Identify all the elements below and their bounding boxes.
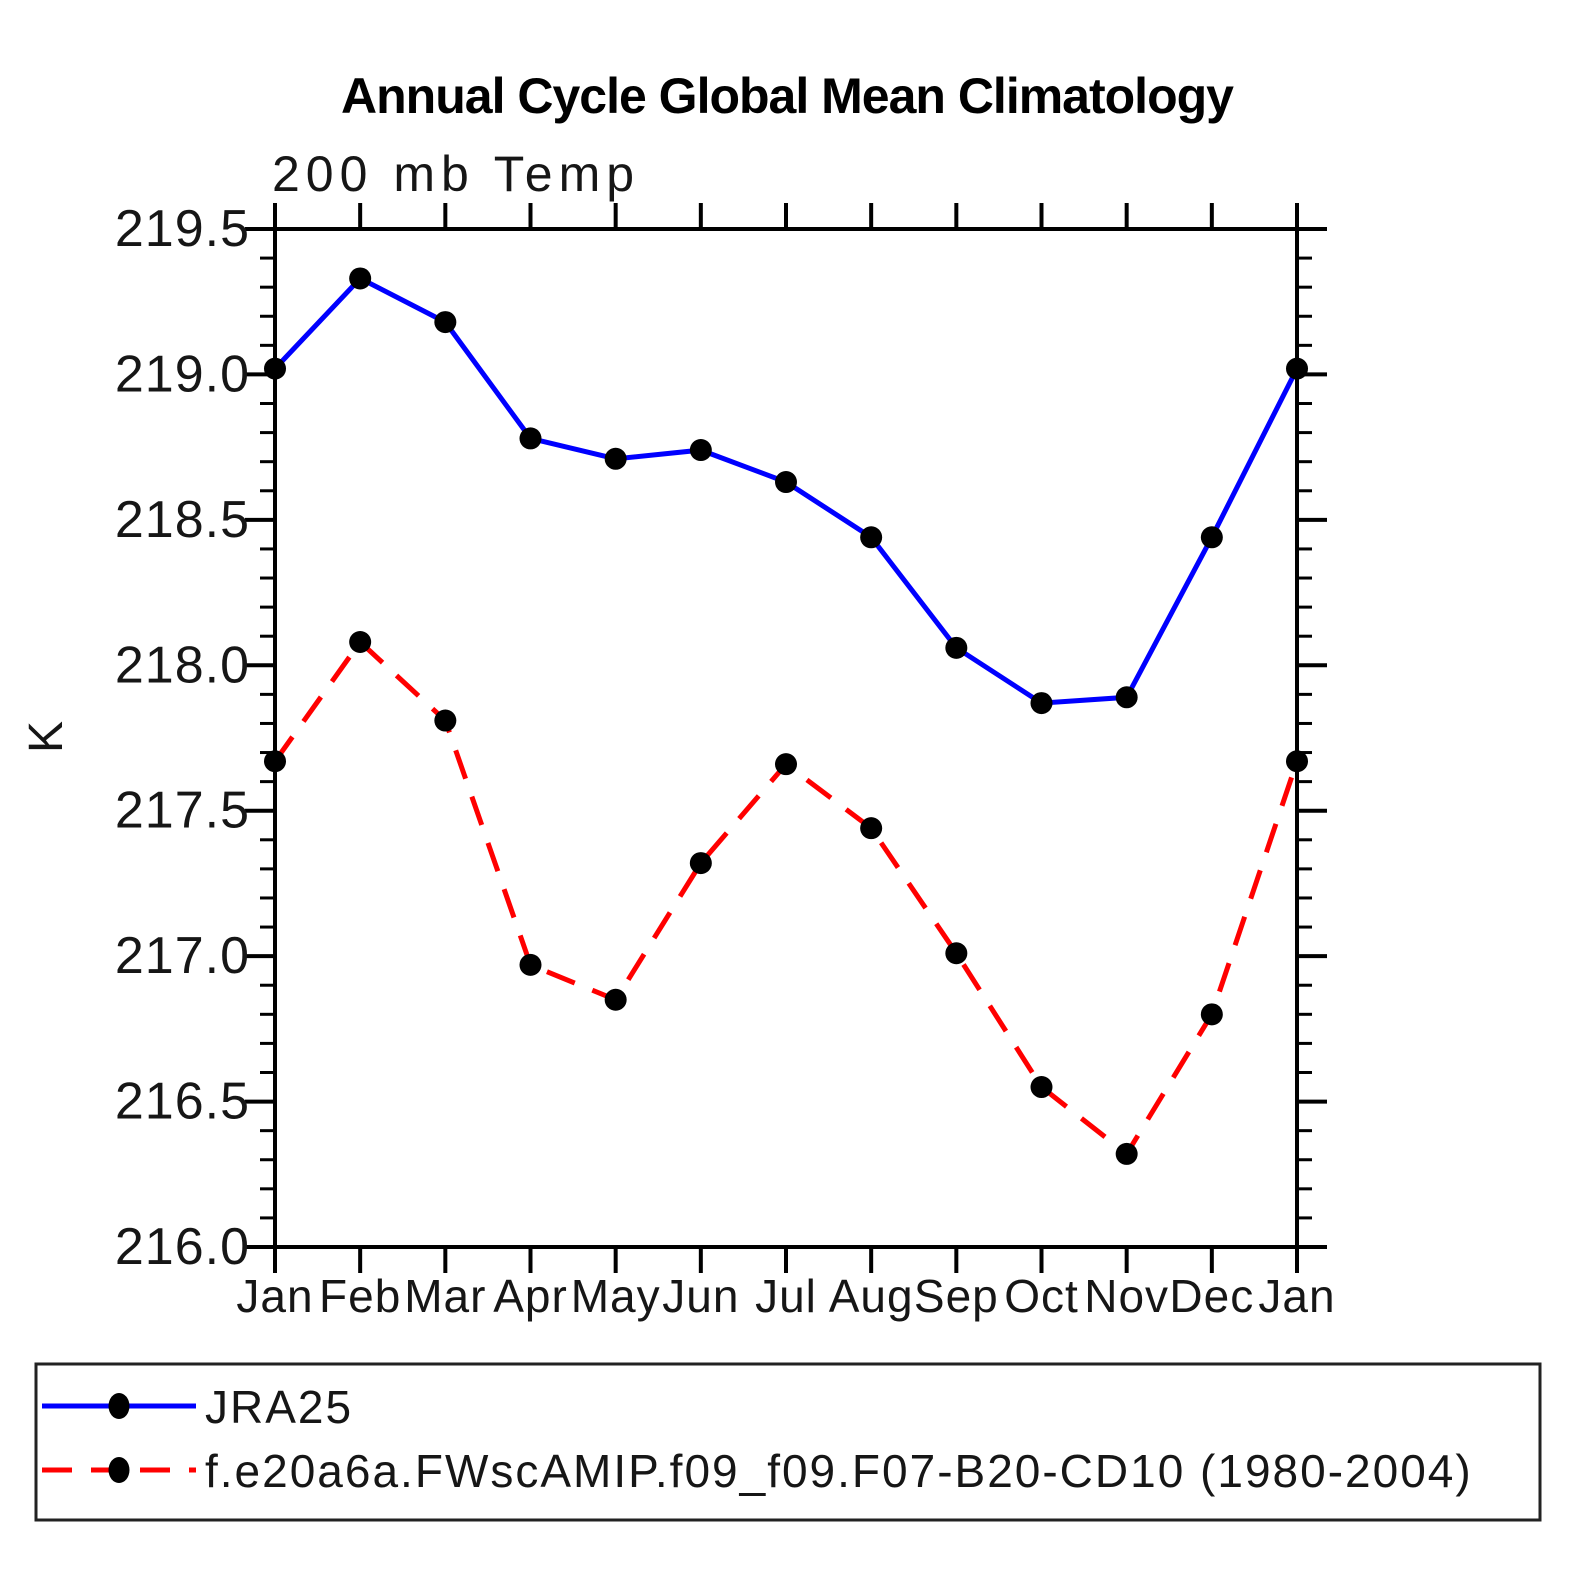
- data-point-marker: [519, 427, 542, 450]
- data-point-marker: [349, 631, 372, 654]
- x-tick-label: Jan: [1258, 1270, 1335, 1322]
- chart-title: Annual Cycle Global Mean Climatology: [341, 68, 1234, 124]
- legend-label-jra25: JRA25: [205, 1381, 353, 1433]
- x-tick-label: Dec: [1169, 1270, 1254, 1322]
- data-point-marker: [519, 953, 542, 976]
- data-point-marker: [1200, 1003, 1223, 1026]
- data-point-marker: [264, 750, 286, 773]
- series-jra25: [264, 267, 1308, 715]
- x-tick-label: Feb: [319, 1270, 401, 1322]
- data-point-marker: [1200, 526, 1223, 549]
- data-point-marker: [775, 471, 797, 494]
- x-tick-label: Sep: [914, 1270, 999, 1322]
- y-tick-label: 217.5: [115, 782, 250, 840]
- data-point-marker: [434, 311, 457, 334]
- y-tick-label: 216.0: [115, 1218, 250, 1276]
- chart-subtitle: 200 mb Temp: [272, 146, 640, 202]
- data-point-marker: [434, 709, 457, 732]
- data-point-marker: [775, 753, 797, 776]
- data-point-marker: [689, 439, 712, 462]
- plot-border: [273, 227, 1299, 1249]
- series-model: [264, 631, 1308, 1165]
- y-tick-label: 218.0: [115, 636, 250, 694]
- y-axis-ticks: [245, 227, 1327, 1249]
- data-point-marker: [945, 942, 968, 965]
- legend-sample-marker: [108, 1393, 130, 1419]
- data-point-marker: [1286, 357, 1308, 380]
- y-tick-label: 219.5: [115, 200, 250, 258]
- x-tick-label: May: [571, 1270, 661, 1322]
- data-point-marker: [1286, 750, 1308, 773]
- data-point-marker: [1115, 1142, 1138, 1165]
- x-tick-label: Jan: [236, 1270, 313, 1322]
- x-tick-label: Jun: [662, 1270, 739, 1322]
- y-axis-labels: 219.5 219.0 218.5 218.0 217.5 217.0 216.5 216.0: [115, 200, 250, 1276]
- data-point-marker: [349, 267, 372, 290]
- plot-frame: [273, 227, 1299, 1249]
- x-tick-label: Aug: [829, 1270, 914, 1322]
- x-axis-labels: Jan Feb Mar Apr May Jun Jul Aug Sep Oct Nov Dec Jan: [236, 1270, 1335, 1322]
- x-tick-label: Oct: [1004, 1270, 1079, 1322]
- series-line: [272, 638, 1300, 1158]
- data-point-marker: [264, 357, 286, 380]
- x-tick-label: Jul: [755, 1270, 817, 1322]
- y-tick-label: 216.5: [115, 1073, 250, 1131]
- x-tick-label: Apr: [493, 1270, 568, 1322]
- x-axis-ticks: [273, 203, 1299, 1273]
- y-tick-label: 217.0: [115, 927, 250, 985]
- data-point-marker: [604, 447, 627, 470]
- data-point-marker: [1030, 692, 1053, 715]
- data-point-marker: [945, 636, 968, 659]
- y-tick-label: 219.0: [115, 345, 250, 403]
- data-point-marker: [1030, 1076, 1053, 1099]
- data-point-marker: [1115, 686, 1138, 709]
- legend-label-model: f.e20a6a.FWscAMIP.f09_f09.F07-B20-CD10 (…: [205, 1445, 1473, 1497]
- data-point-marker: [860, 817, 883, 840]
- legend-sample-marker: [108, 1457, 130, 1483]
- data-series: [264, 267, 1308, 1165]
- y-axis-unit-label: K: [20, 721, 73, 753]
- data-point-marker: [689, 852, 712, 875]
- data-point-marker: [604, 988, 627, 1011]
- x-tick-label: Mar: [404, 1270, 486, 1322]
- y-tick-label: 218.5: [115, 491, 250, 549]
- legend-box: [34, 1362, 1542, 1522]
- legend-samples: [42, 1393, 196, 1483]
- x-tick-label: Nov: [1084, 1270, 1169, 1322]
- data-point-marker: [860, 526, 883, 549]
- legend: JRA25 f.e20a6a.FWscAMIP.f09_f09.F07-B20-…: [34, 1362, 1542, 1522]
